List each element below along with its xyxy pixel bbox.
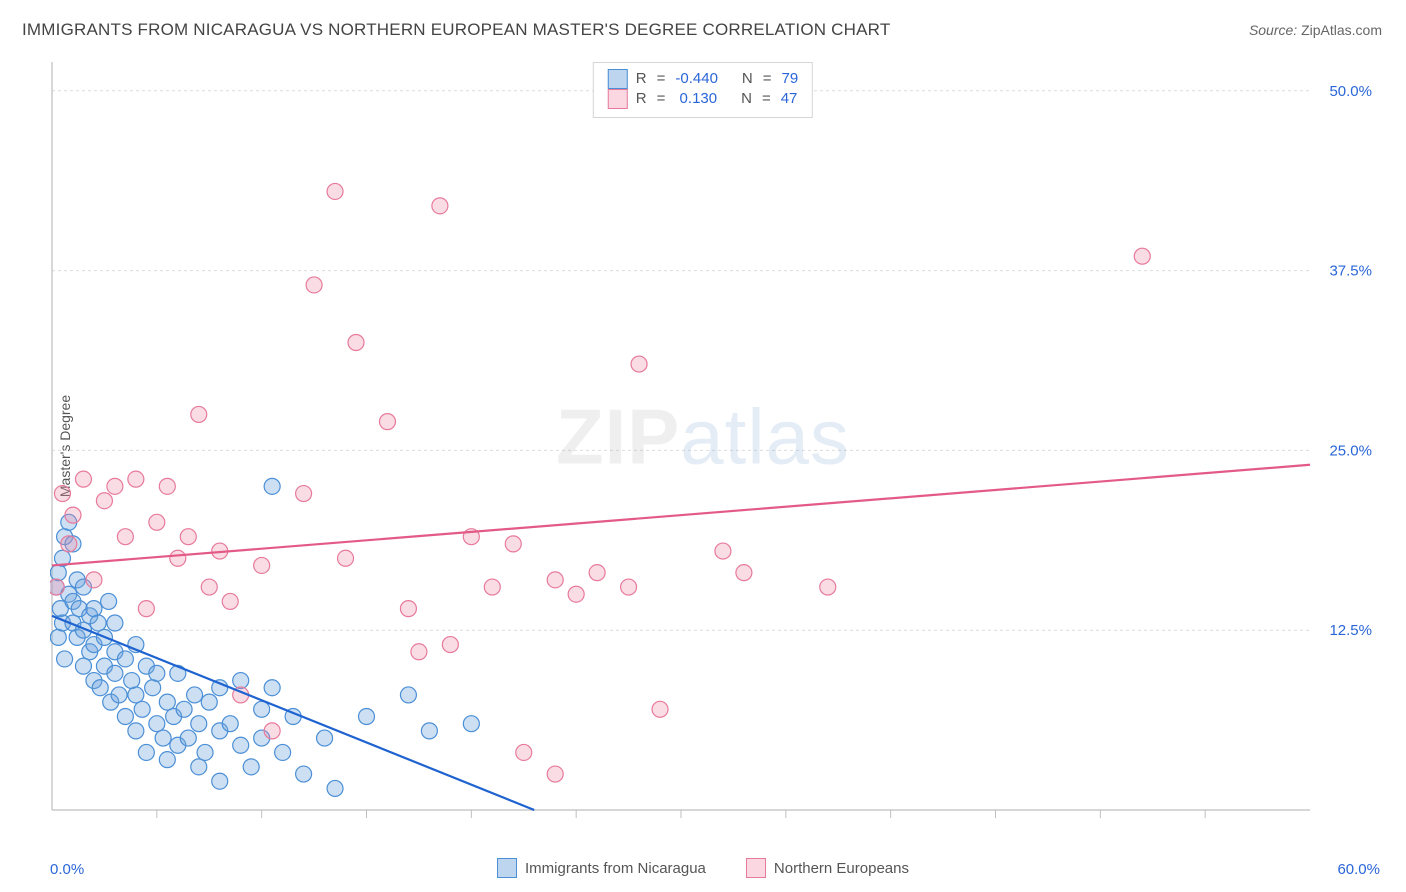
eq-sign: = [655,89,668,109]
x-axis-min-label: 0.0% [50,861,84,878]
scatter-plot: 12.5% 25.0% 37.5% 50.0% [50,60,1380,830]
legend-item-blue: Immigrants from Nicaragua [497,858,706,878]
source-credit: Source: ZipAtlas.com [1249,22,1382,38]
legend-row-blue: R = -0.440 N = 79 [608,69,798,89]
n-label: N [741,89,752,109]
swatch-blue-icon [608,69,628,89]
source-value: ZipAtlas.com [1301,22,1382,38]
eq-sign: = [760,89,773,109]
source-label: Source: [1249,22,1297,38]
svg-text:37.5%: 37.5% [1329,263,1372,280]
r-label: R [636,69,647,89]
n-label: N [742,69,753,89]
eq-sign: = [761,69,774,89]
r-value-blue: -0.440 [675,69,718,89]
swatch-pink-icon [746,858,766,878]
swatch-blue-icon [497,858,517,878]
legend-item-pink: Northern Europeans [746,858,909,878]
swatch-pink-icon [608,89,628,109]
eq-sign: = [655,69,668,89]
n-value-pink: 47 [781,89,798,109]
n-value-blue: 79 [782,69,799,89]
legend-label-pink: Northern Europeans [774,860,909,877]
svg-text:12.5%: 12.5% [1329,622,1372,639]
r-label: R [636,89,647,109]
chart-title: IMMIGRANTS FROM NICARAGUA VS NORTHERN EU… [22,20,890,40]
r-value-pink: 0.130 [675,89,717,109]
legend-label-blue: Immigrants from Nicaragua [525,860,706,877]
legend-correlation: R = -0.440 N = 79 R = 0.130 N = 47 [593,62,813,118]
legend-series: Immigrants from Nicaragua Northern Europ… [497,858,909,878]
legend-row-pink: R = 0.130 N = 47 [608,89,798,109]
svg-text:50.0%: 50.0% [1329,83,1372,100]
x-axis-max-label: 60.0% [1337,861,1380,878]
chart-svg: 12.5% 25.0% 37.5% 50.0% [50,60,1380,830]
svg-text:25.0%: 25.0% [1329,442,1372,459]
